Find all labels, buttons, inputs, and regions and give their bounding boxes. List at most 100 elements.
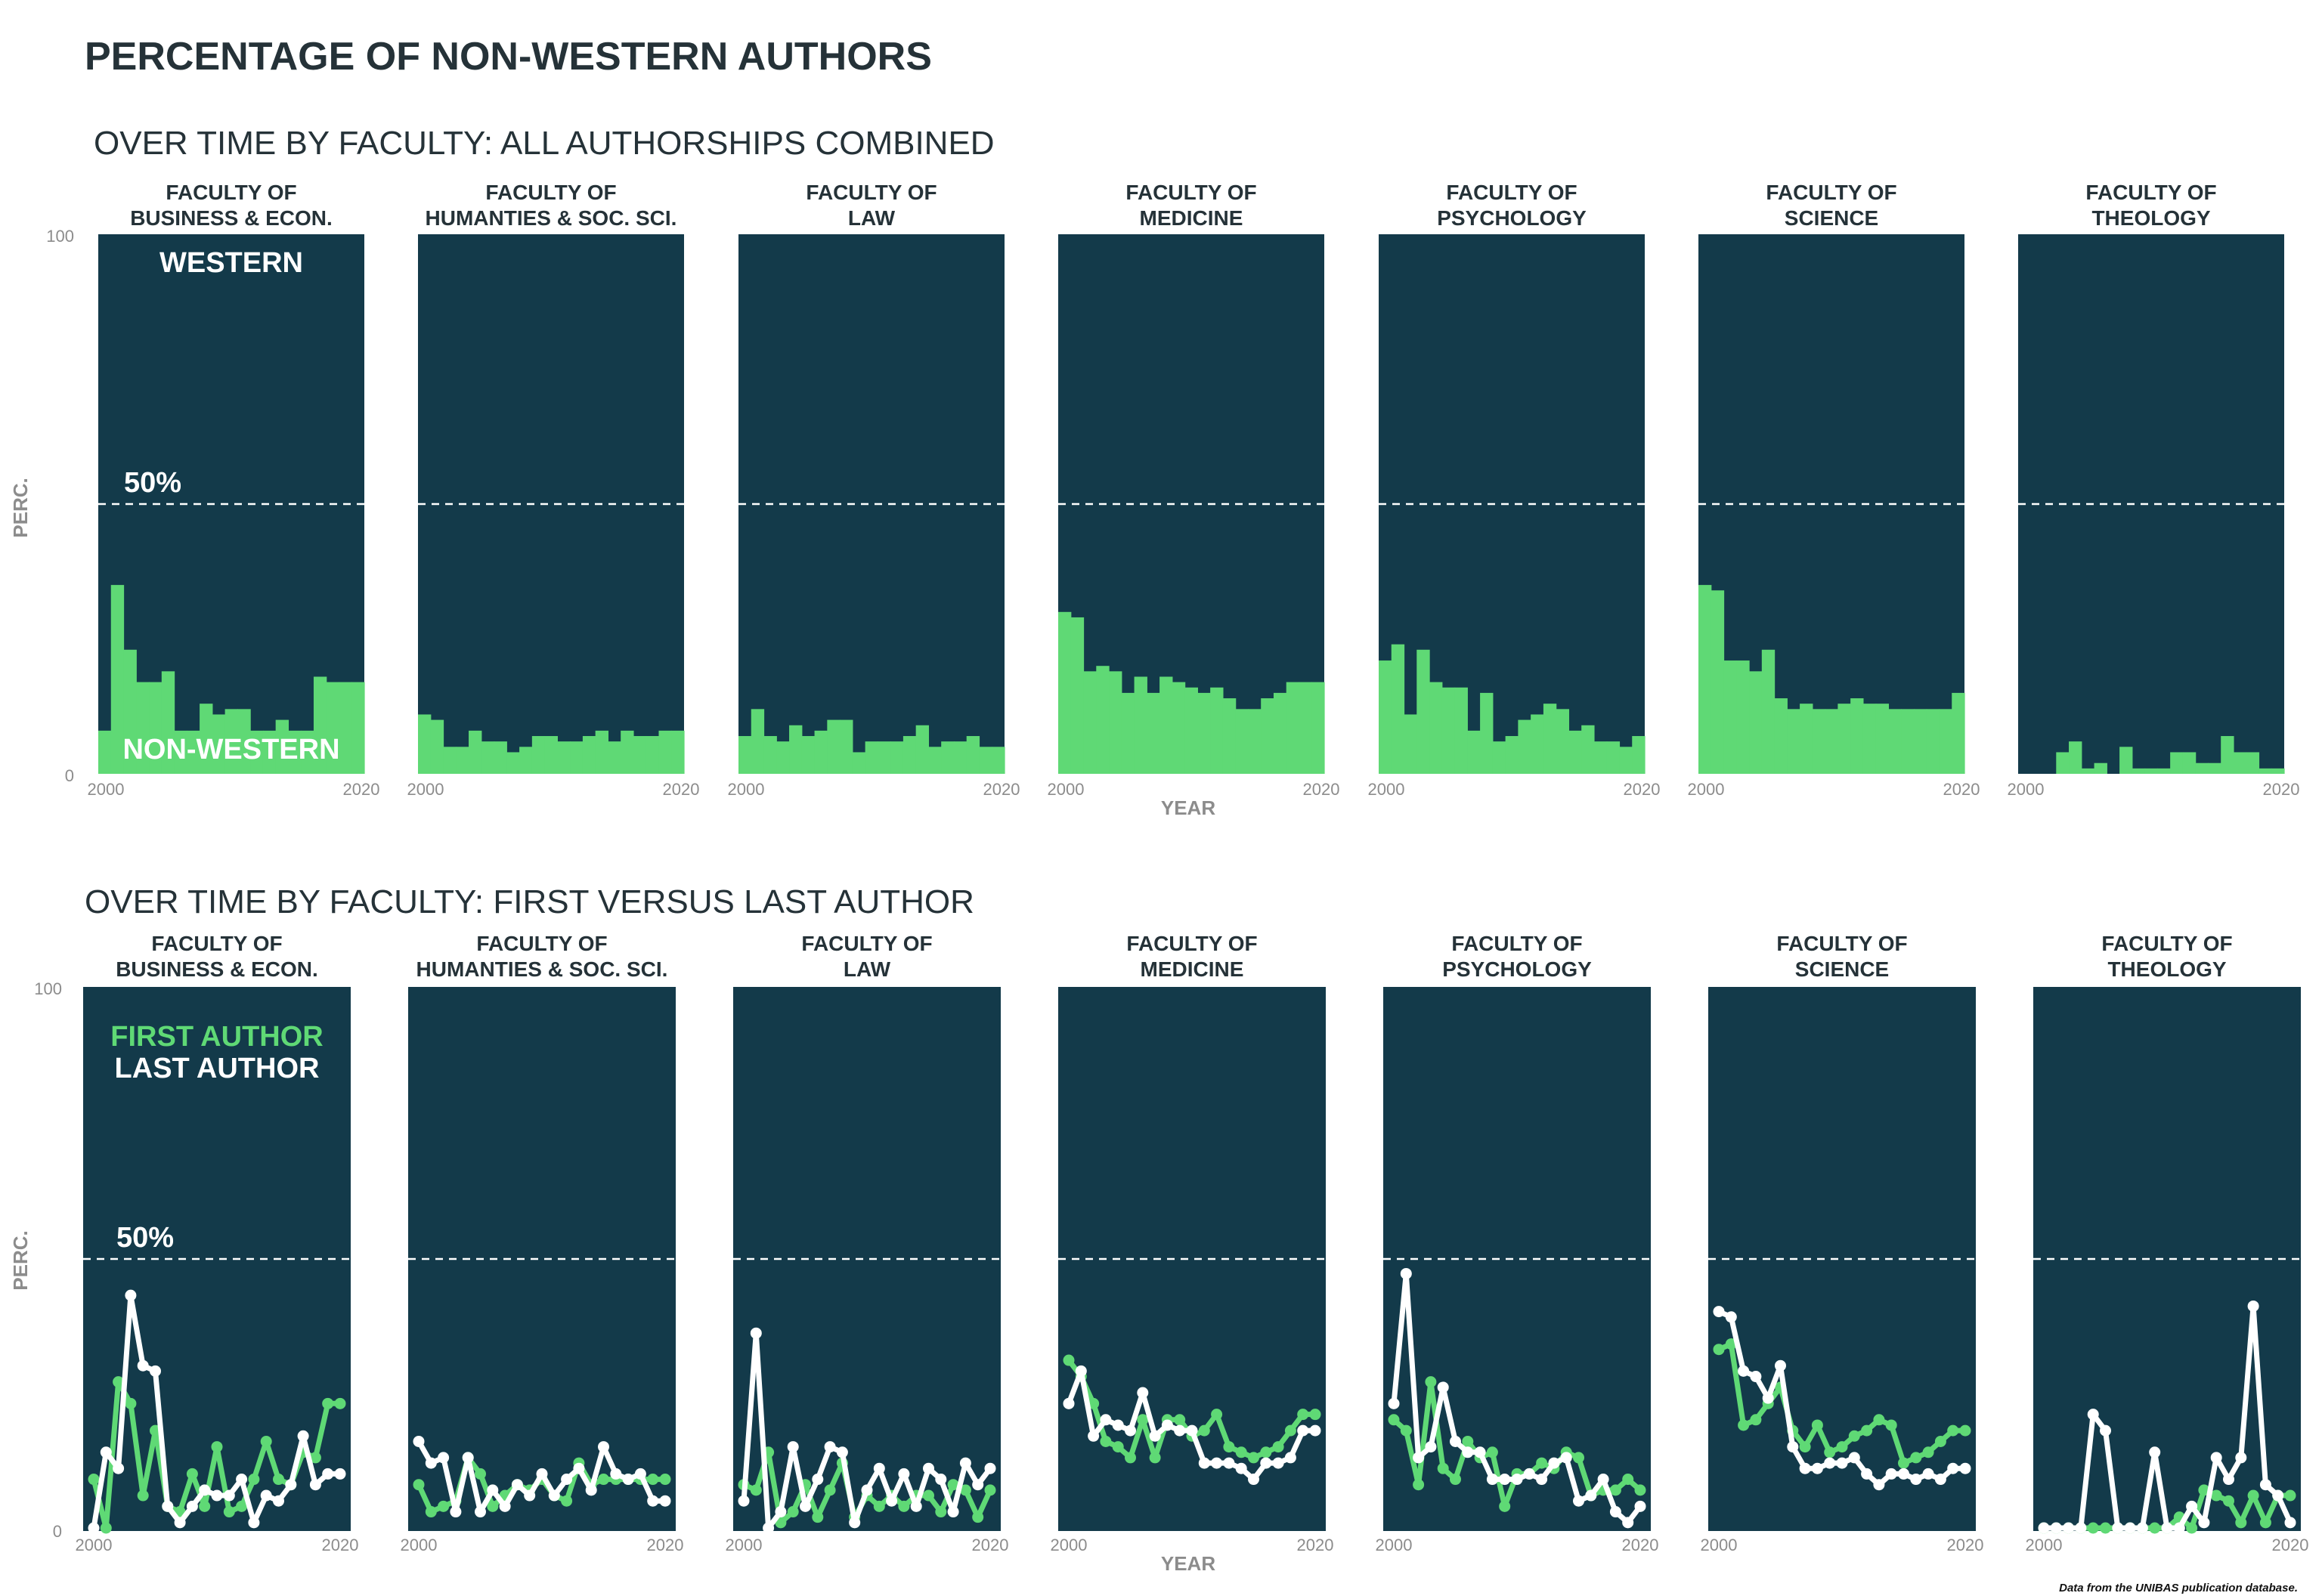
bottom-facet-1-first-author-point-2015 (273, 1474, 284, 1486)
bottom-facet-4-first-author-point-2013 (1223, 1441, 1235, 1453)
bottom-facet-4-first-author-point-2006 (1137, 1414, 1149, 1426)
bottom-facet-5-last-author-point-2008 (1486, 1474, 1498, 1486)
top-facet-7-bar-2005 (2081, 768, 2095, 774)
top-facet-3-bar-2013 (902, 736, 917, 774)
bottom-facet-7-first-author-point-2015 (2223, 1495, 2234, 1507)
bottom-facet-3-last-author-point-2010 (861, 1484, 873, 1496)
top-facet-4-bar-2008 (1159, 676, 1173, 774)
top-facet-2-bar-2015 (608, 741, 621, 774)
bottom-facet-4-last-author-point-2006 (1137, 1387, 1149, 1399)
bottom-y-tick-100: 100 (34, 979, 62, 998)
bottom-facet-3-first-author-point-2004 (787, 1506, 799, 1518)
top-facet-6-bar-2001 (1711, 590, 1725, 774)
bottom-facet-6-first-author-point-2019 (1947, 1424, 1959, 1437)
bottom-facet-5-last-author-point-2016 (1585, 1489, 1597, 1502)
bottom-facet-3-last-author-point-2012 (886, 1495, 898, 1507)
bottom-facet-3-last-author-point-2017 (947, 1506, 959, 1518)
bottom-subtitle: OVER TIME BY FACULTY: FIRST VERSUS LAST … (85, 883, 974, 920)
bottom-facet-4-last-author-point-2001 (1075, 1365, 1087, 1377)
bottom-facet-1-last-author-point-2011 (223, 1489, 235, 1502)
top-facet-5-bar-2017 (1593, 741, 1608, 774)
bottom-facet-1-last-author-point-2003 (125, 1289, 137, 1301)
top-facet-6-bar-2011 (1837, 704, 1851, 774)
bottom-facet-6-first-author-point-2008 (1811, 1419, 1823, 1431)
bottom-facet-4-last-author-point-2003 (1100, 1414, 1112, 1426)
top-facet-1-bar-2006 (174, 730, 187, 774)
top-facet-5-bar-2000 (1379, 660, 1392, 774)
top-facet-1-bar-2014 (275, 719, 289, 774)
bottom-facet-3-last-author-point-2008 (836, 1446, 848, 1458)
top-facet-5-x-tick-2020: 2020 (1624, 780, 1661, 799)
top-facet-7-bar-2013 (2182, 752, 2197, 774)
bottom-facet-3-first-author-point-2001 (750, 1484, 762, 1496)
bottom-facet-4-first-author-point-2014 (1235, 1446, 1247, 1458)
bottom-facet-1-first-author-point-2001 (100, 1522, 112, 1534)
top-facet-5-bar-2008 (1480, 692, 1494, 774)
top-facet-1-title-line2: BUSINESS & ECON. (130, 206, 333, 230)
bottom-facet-5-x-tick-2000: 2000 (1376, 1536, 1413, 1554)
bottom-reference-label: 50% (116, 1222, 174, 1254)
bottom-facet-2-last-author-point-2009 (524, 1489, 536, 1502)
top-y-axis-label: PERC. (9, 478, 32, 537)
top-facet-4-bar-2007 (1147, 692, 1160, 774)
bottom-facet-1-last-author-point-2014 (260, 1489, 272, 1502)
bottom-facet-7-last-author-point-2001 (2050, 1522, 2062, 1534)
bottom-facet-6-last-author-point-2019 (1947, 1462, 1959, 1474)
bottom-facet-7-first-author-point-2016 (2235, 1517, 2247, 1529)
bottom-facet-1-last-author-point-2008 (186, 1500, 198, 1512)
top-facet-4-bar-2013 (1222, 698, 1237, 774)
bottom-facet-1-last-author-point-2016 (285, 1479, 297, 1491)
bottom-facet-4-first-author-point-2000 (1063, 1354, 1075, 1366)
top-facet-3-bar-2007 (827, 719, 841, 774)
bottom-facet-5-first-author-point-2002 (1413, 1479, 1425, 1491)
bottom-facet-6-last-author-point-2006 (1787, 1441, 1799, 1453)
top-facet-3-bar-2002 (763, 736, 777, 774)
top-facet-3-bar-2006 (814, 730, 828, 774)
top-facet-7-bar-2010 (2144, 768, 2158, 774)
bottom-facet-4-first-author-point-2005 (1125, 1452, 1136, 1464)
bottom-facet-1-last-author-point-2007 (174, 1517, 186, 1529)
bottom-facet-1-last-author-point-2005 (150, 1365, 161, 1377)
bottom-facet-5-last-author-point-2017 (1597, 1474, 1609, 1486)
bottom-facet-4-first-author-point-2012 (1211, 1409, 1223, 1421)
top-facet-1-bar-2007 (187, 730, 200, 774)
bottom-facet-5-last-author-point-2001 (1400, 1267, 1412, 1279)
top-facet-4-bar-2010 (1184, 687, 1198, 774)
top-facet-7-panel (2018, 234, 2284, 774)
top-facet-6-bar-2017 (1913, 709, 1927, 774)
top-facet-2-x-tick-2020: 2020 (663, 780, 700, 799)
bottom-facet-1-first-author-point-2002 (113, 1376, 125, 1388)
bottom-facet-3-last-author-point-2015 (923, 1462, 934, 1474)
top-facet-6-title-line1: FACULTY OF (1766, 181, 1896, 204)
bottom-facet-4-title-line2: MEDICINE (1141, 957, 1244, 981)
top-facet-4-bar-2018 (1286, 682, 1300, 774)
bottom-facet-2-x-tick-2000: 2000 (401, 1536, 438, 1554)
bottom-facet-2-last-author-point-2001 (425, 1457, 437, 1469)
top-facet-2-bar-2008 (519, 747, 533, 774)
top-facet-4-bar-2000 (1058, 611, 1072, 774)
bottom-facet-3-first-author-point-2013 (898, 1500, 910, 1512)
bottom-facet-2-panel (408, 987, 676, 1531)
bottom-facet-4-panel (1058, 987, 1326, 1531)
bottom-facet-6-last-author-point-2013 (1873, 1479, 1885, 1491)
top-facet-3-bar-2018 (966, 736, 980, 774)
bottom-facet-4-last-author-point-2015 (1248, 1474, 1259, 1486)
bottom-facet-7-last-author-point-2003 (2075, 1522, 2087, 1534)
bottom-facet-4-last-author-point-2007 (1149, 1430, 1161, 1442)
bottom-facet-7-last-author-point-2015 (2223, 1474, 2234, 1486)
bottom-facet-6-last-author-point-2005 (1775, 1359, 1786, 1372)
bottom-facet-6-first-author-point-2000 (1713, 1344, 1725, 1356)
bottom-facet-3-first-author-point-2018 (959, 1484, 971, 1496)
bottom-facet-6-title-line2: SCIENCE (1795, 957, 1889, 981)
top-facet-2-bar-2014 (595, 730, 609, 774)
bottom-facet-1-first-author-point-2000 (88, 1474, 100, 1486)
bottom-facet-4-last-author-point-2016 (1260, 1457, 1272, 1469)
top-facet-7-bar-2008 (2119, 747, 2133, 774)
bottom-facet-3-first-author-point-2007 (824, 1484, 836, 1496)
bottom-facet-7-first-author-point-2018 (2259, 1517, 2271, 1529)
bottom-facet-2-first-author-point-2006 (487, 1500, 499, 1512)
